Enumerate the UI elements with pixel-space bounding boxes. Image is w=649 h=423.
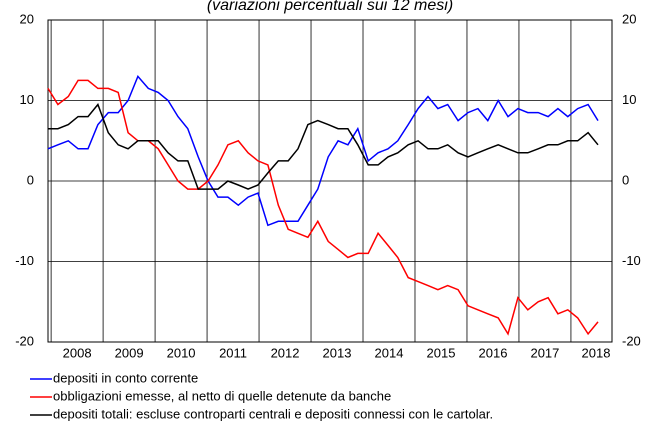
y-tick-label: 0 [27, 172, 34, 187]
x-tick-label: 2016 [479, 345, 508, 360]
y2-tick-label: -20 [622, 333, 641, 348]
legend-label: depositi totali: escluse controparti cen… [53, 406, 493, 421]
x-tick-label: 2013 [323, 345, 352, 360]
y-tick-label: 10 [20, 92, 34, 107]
chart-title: (variazioni percentuali sui 12 mesi) [207, 0, 453, 14]
y2-tick-label: 10 [622, 92, 636, 107]
legend-label: obbligazioni emesse, al netto di quelle … [53, 388, 391, 403]
plot-frame [47, 19, 613, 343]
x-tick-label: 2014 [375, 345, 404, 360]
y2-tick-label: -10 [622, 253, 641, 268]
y2-tick-label: 20 [622, 11, 636, 26]
x-tick-label: 2010 [167, 345, 196, 360]
x-tick-label: 2018 [582, 345, 611, 360]
series-line [47, 79, 599, 336]
x-tick-label: 2015 [427, 345, 456, 360]
x-tick-label: 2011 [219, 345, 247, 360]
y-tick-label: -20 [15, 333, 34, 348]
y-tick-label: -10 [15, 253, 34, 268]
x-tick-label: 2008 [63, 345, 92, 360]
y-tick-label: 20 [20, 11, 34, 26]
x-tick-label: 2017 [530, 345, 559, 360]
x-tick-label: 2012 [271, 345, 300, 360]
legend-label: depositi in conto corrente [53, 370, 198, 385]
y2-tick-label: 0 [622, 172, 629, 187]
series-line [48, 103, 599, 190]
x-tick-label: 2009 [115, 345, 144, 360]
series-line [47, 74, 599, 227]
